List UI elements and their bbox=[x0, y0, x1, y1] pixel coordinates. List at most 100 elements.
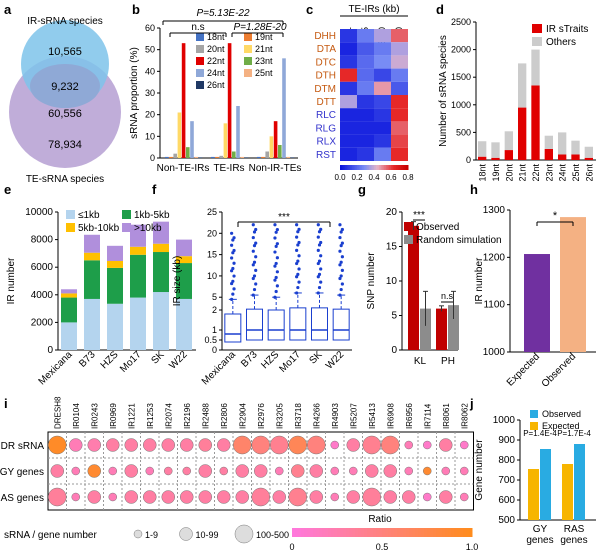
d-legend-swatch bbox=[532, 37, 542, 46]
e-bar bbox=[130, 254, 146, 298]
i-bubble bbox=[106, 438, 120, 452]
f-outlier bbox=[296, 259, 300, 263]
i-bubble bbox=[309, 464, 323, 478]
i-bubble bbox=[439, 438, 453, 452]
c-cell bbox=[340, 81, 357, 95]
d-ytick: 2500 bbox=[451, 17, 471, 27]
d-bar bbox=[584, 157, 593, 160]
i-ratio-step bbox=[427, 528, 431, 537]
i-ratio-step bbox=[367, 528, 371, 537]
c-scale-step bbox=[389, 165, 392, 170]
i-ratio-step bbox=[352, 528, 356, 537]
i-bubble bbox=[219, 466, 228, 476]
f-xtick: Mo17 bbox=[277, 349, 303, 375]
b-legend-swatch bbox=[196, 33, 204, 41]
i-bubble bbox=[124, 464, 138, 478]
c-row-label: DTC bbox=[315, 57, 336, 68]
e-bar bbox=[153, 252, 169, 293]
g-ylabel: SNP number bbox=[366, 252, 377, 310]
c-scale-step bbox=[368, 165, 372, 170]
e-bar bbox=[176, 239, 192, 257]
i-ratio-title: Ratio bbox=[368, 514, 392, 525]
i-size-legend-circle bbox=[234, 524, 254, 544]
b-pvalue: P=1.28E-20 bbox=[233, 22, 287, 33]
f-outlier bbox=[339, 274, 343, 278]
e-bar bbox=[107, 267, 123, 304]
i-bubble bbox=[180, 438, 194, 452]
b-bar bbox=[232, 151, 236, 158]
panel-letter-f: f bbox=[152, 182, 157, 197]
f-outlier bbox=[230, 231, 234, 235]
c-cell bbox=[374, 55, 391, 69]
i-bubble bbox=[235, 490, 249, 504]
i-ratio-step bbox=[325, 528, 329, 537]
i-bubble bbox=[161, 438, 175, 452]
b-bar bbox=[265, 151, 269, 158]
e-bar bbox=[61, 293, 77, 298]
i-bubble bbox=[198, 464, 212, 478]
j-legend-label: Expected bbox=[542, 421, 580, 431]
c-cell bbox=[391, 81, 408, 95]
e-xtick: Mexicana bbox=[37, 349, 75, 387]
d-xtick: 21nt bbox=[518, 164, 528, 182]
panel-letter-b: b bbox=[132, 2, 140, 17]
g-xtick: PH bbox=[441, 356, 455, 367]
f-outlier bbox=[254, 282, 258, 286]
i-bubble bbox=[288, 487, 307, 507]
d-bar bbox=[518, 107, 527, 160]
f-outlier bbox=[232, 287, 236, 291]
i-col-label: IR0104 bbox=[72, 403, 81, 429]
c-scale-tick: 0.2 bbox=[351, 173, 363, 182]
i-bubble bbox=[233, 435, 252, 455]
c-cell bbox=[374, 134, 391, 148]
i-ratio-step bbox=[322, 528, 326, 537]
h-ytick: 1200 bbox=[483, 252, 506, 263]
i-col-label: IR2806 bbox=[220, 403, 229, 429]
f-outlier bbox=[251, 249, 255, 253]
d-bar bbox=[504, 150, 513, 160]
f-outlier bbox=[230, 297, 234, 301]
e-bar bbox=[61, 297, 77, 323]
g-ytick: 10 bbox=[386, 276, 398, 287]
c-scale-step bbox=[355, 165, 358, 170]
i-ratio-step bbox=[466, 528, 470, 537]
f-ytick: 20 bbox=[207, 228, 217, 238]
f-outlier bbox=[297, 254, 301, 258]
b-bar bbox=[194, 156, 198, 158]
c-cell bbox=[340, 134, 357, 148]
c-scale-step bbox=[396, 165, 399, 170]
i-col-label: IR3718 bbox=[294, 403, 303, 429]
j-xtick: genes bbox=[560, 535, 587, 546]
g-xtick: KL bbox=[414, 356, 427, 367]
i-ratio-step bbox=[400, 528, 404, 537]
b-legend-label: 22nt bbox=[207, 56, 225, 66]
i-ratio-step bbox=[385, 528, 389, 537]
b-legend-swatch bbox=[196, 57, 204, 65]
i-col-label: IR2976 bbox=[257, 403, 266, 429]
f-outlier bbox=[231, 266, 235, 271]
f-outlier bbox=[232, 236, 236, 240]
b-bar bbox=[169, 156, 173, 158]
b-ytick: 40 bbox=[145, 66, 155, 76]
i-bubble bbox=[69, 438, 83, 452]
b-bar bbox=[286, 156, 290, 158]
i-col-label: IR2074 bbox=[164, 403, 173, 429]
i-ratio-step bbox=[415, 528, 419, 537]
g-ytick: 20 bbox=[386, 207, 398, 218]
d-xtick: 25nt bbox=[571, 164, 581, 182]
i-col-label: IR5413 bbox=[368, 403, 377, 429]
i-col-label: IR1253 bbox=[146, 403, 155, 429]
h-significance: * bbox=[553, 210, 558, 222]
c-row-label: DHH bbox=[314, 31, 336, 42]
i-row-label: GY genes bbox=[0, 467, 44, 478]
c-cell bbox=[357, 108, 374, 122]
i-ratio-step bbox=[382, 528, 386, 537]
f-outlier bbox=[338, 223, 342, 227]
i-row-label: RAS genes bbox=[0, 493, 44, 504]
c-scale-step bbox=[372, 165, 375, 170]
i-bubble bbox=[362, 435, 381, 455]
f-outlier bbox=[273, 223, 277, 227]
f-ytick: 0 bbox=[212, 345, 217, 355]
f-outlier bbox=[295, 291, 299, 295]
f-outlier bbox=[317, 285, 322, 290]
